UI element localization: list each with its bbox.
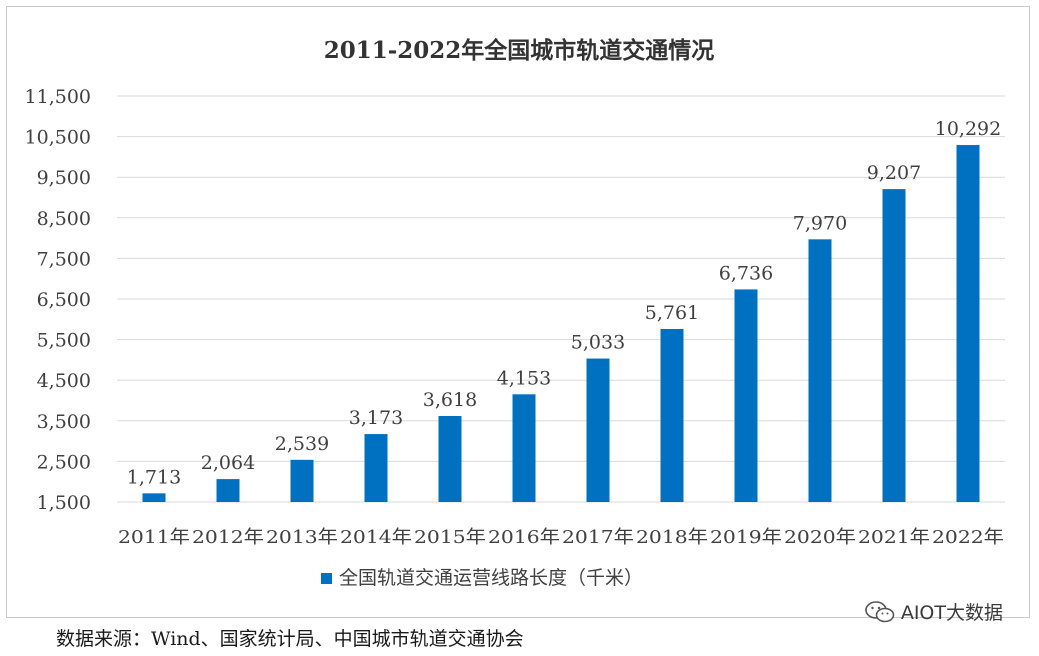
bar [216,479,240,502]
x-tick-label: 2016年 [488,527,560,548]
data-label: 3,618 [423,389,477,411]
data-label: 2,539 [275,433,329,455]
y-tick-label: 6,500 [37,289,91,311]
x-tick-label: 2019年 [710,527,782,548]
x-tick-label: 2014年 [340,527,412,548]
data-label: 5,761 [645,302,699,324]
bar [660,329,684,502]
y-tick-label: 4,500 [37,370,91,392]
bar [882,189,906,502]
bar-chart: 2011-2022年全国城市轨道交通情况 1,500 2,500 3,500 4,50… [25,37,1005,589]
x-tick-label: 2013年 [266,527,338,548]
bar [290,459,314,502]
watermark-text: AIOT大数据 [900,602,1003,624]
data-label: 10,292 [935,118,1001,140]
bar [364,434,388,502]
y-tick-label: 7,500 [37,248,91,270]
x-tick-label: 2017年 [562,527,634,548]
x-tick-label: 2021年 [858,527,930,548]
data-label: 2,064 [201,452,255,474]
data-label: 3,173 [349,407,403,429]
y-tick-label: 10,500 [25,127,91,149]
x-tick-label: 2020年 [784,527,856,548]
data-label: 6,736 [719,262,773,284]
bar [734,289,758,502]
y-tick-label: 5,500 [37,330,91,352]
y-tick-label: 2,500 [37,451,91,473]
bar [586,358,610,502]
chart-title: 2011-2022年全国城市轨道交通情况 [324,37,715,64]
x-tick-label: 2011年 [118,527,190,548]
y-tick-label: 9,500 [37,167,91,189]
y-tick-label: 8,500 [37,208,91,230]
y-tick-label: 11,500 [25,86,91,108]
legend: 全国轨道交通运营线路长度（千米） [321,567,643,589]
y-tick-label: 3,500 [37,411,91,433]
x-tick-label: 2022年 [932,527,1004,548]
bar [512,394,536,502]
y-tick-label: 1,500 [37,492,91,514]
data-label: 9,207 [867,162,921,184]
x-tick-label: 2012年 [192,527,264,548]
bar [142,493,166,502]
data-label: 5,033 [571,332,625,354]
bar [438,416,462,502]
x-tick-label: 2018年 [636,527,708,548]
watermark: AIOT大数据 [865,598,1003,625]
data-label: 7,970 [793,212,847,234]
legend-label: 全国轨道交通运营线路长度（千米） [339,567,643,589]
bar [956,145,980,502]
data-label: 1,713 [127,466,181,488]
wechat-icon [865,600,895,622]
data-label: 4,153 [497,367,551,389]
bar [808,239,832,502]
legend-swatch [321,573,332,584]
chart-frame: 2011-2022年全国城市轨道交通情况 1,500 2,500 3,500 4,50… [6,6,1030,618]
x-tick-label: 2015年 [414,527,486,548]
source-note: 数据来源：Wind、国家统计局、中国城市轨道交通协会 [56,628,524,650]
